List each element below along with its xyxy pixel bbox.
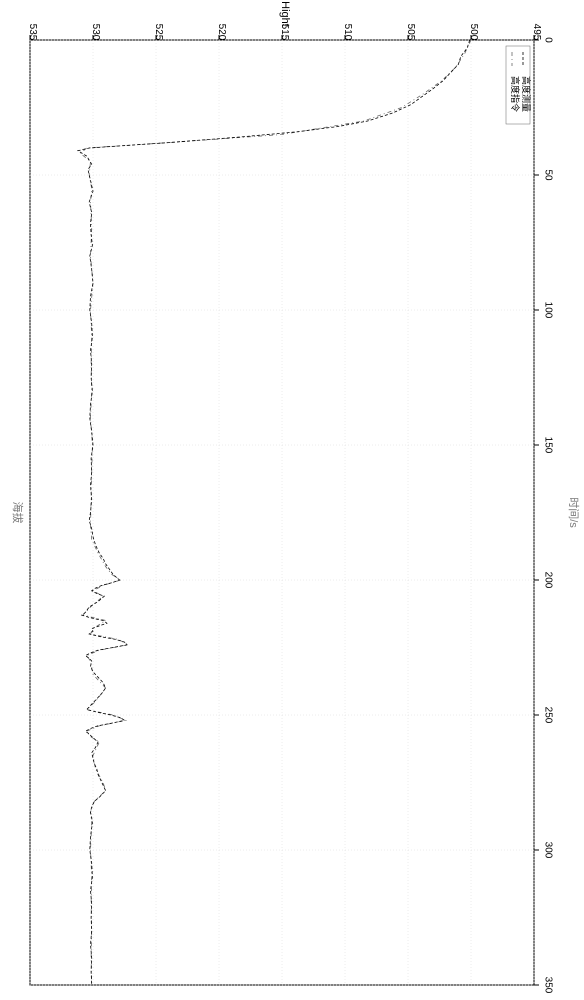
xtick-label: 150 [542, 437, 553, 454]
xlabel: 时间/s [567, 497, 580, 528]
xtick-label: 100 [542, 302, 553, 319]
chart-container: 4955005055105155205255305350501001502002… [0, 0, 584, 1000]
xtick-label: 50 [542, 169, 553, 181]
ytick-label: 530 [90, 24, 101, 41]
ytick-label: 500 [468, 24, 479, 41]
xtick-label: 0 [542, 37, 553, 43]
xtick-label: 250 [542, 707, 553, 724]
xtick-label: 350 [542, 977, 553, 994]
series-1 [78, 40, 470, 985]
xtick-label: 300 [542, 842, 553, 859]
legend-label-0: 高度指令 [510, 76, 521, 112]
xtick-label: 200 [542, 572, 553, 589]
ytick-label: 525 [153, 24, 164, 41]
ytick-label: 520 [216, 24, 227, 41]
ytick-label: 495 [531, 24, 542, 41]
ytick-label: 510 [342, 24, 353, 41]
altitude-chart: 4955005055105155205255305350501001502002… [0, 0, 584, 1000]
ytick-label: 535 [27, 24, 38, 41]
chart-title: 海拔 [11, 502, 25, 524]
legend-label-1: 高度测量 [521, 76, 532, 112]
series-0 [80, 40, 471, 985]
ylabel: Hight [279, 1, 291, 27]
ytick-label: 505 [405, 24, 416, 41]
